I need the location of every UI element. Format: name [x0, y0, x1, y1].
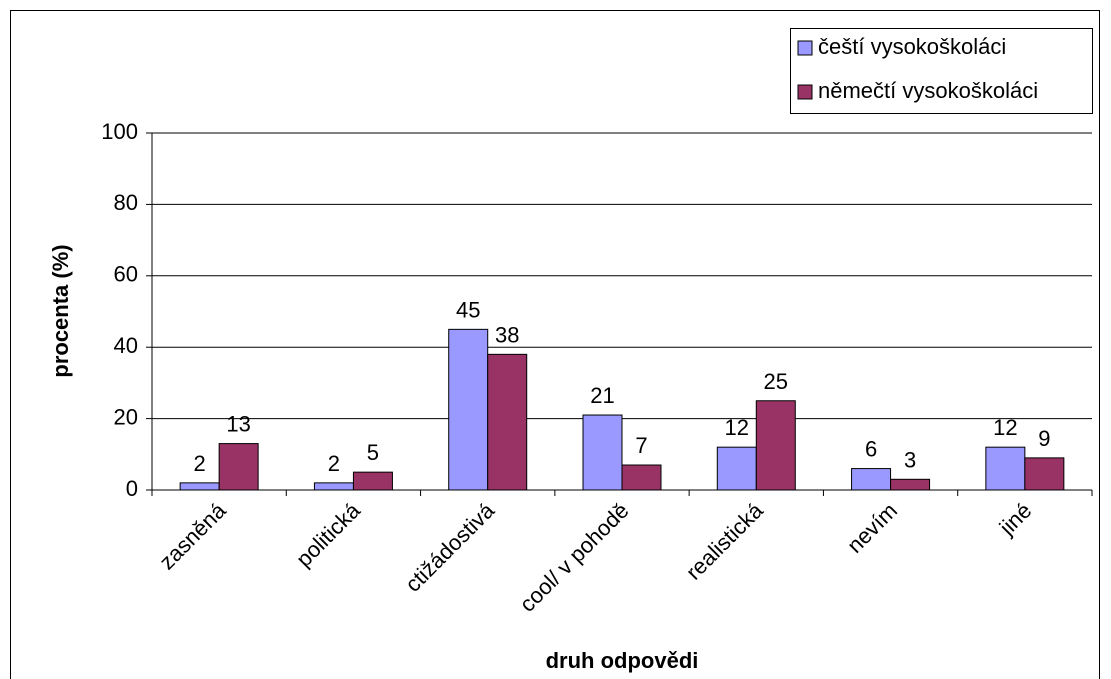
bar — [218, 443, 259, 491]
legend-label: čeští vysokoškoláci — [818, 34, 1006, 59]
bar — [985, 446, 1026, 491]
bar — [487, 353, 528, 491]
bar — [313, 482, 354, 491]
value-label: 13 — [226, 412, 250, 437]
y-tick-label: 0 — [126, 476, 138, 501]
value-label: 2 — [328, 451, 340, 476]
value-label: 12 — [725, 415, 749, 440]
bar — [890, 478, 931, 491]
value-label: 5 — [367, 440, 379, 465]
legend-swatch — [797, 84, 813, 100]
bar — [352, 471, 393, 491]
legend-label: němečtí vysokoškoláci — [818, 78, 1038, 103]
y-tick-label: 100 — [101, 119, 138, 144]
x-axis-title: druh odpovědi — [546, 648, 699, 673]
value-label: 38 — [495, 322, 519, 347]
legend-swatch — [797, 40, 813, 56]
value-label: 12 — [993, 415, 1017, 440]
legend-box — [790, 28, 1093, 114]
bar — [448, 328, 489, 491]
value-label: 21 — [590, 383, 614, 408]
bar — [582, 414, 623, 491]
value-label: 9 — [1038, 426, 1050, 451]
y-tick-label: 80 — [114, 190, 138, 215]
value-label: 6 — [865, 437, 877, 462]
bar — [621, 464, 662, 491]
bar — [755, 400, 796, 491]
bar — [179, 482, 220, 491]
bar — [851, 468, 892, 491]
chart-border — [10, 10, 1100, 679]
bar — [716, 446, 757, 491]
y-tick-label: 20 — [114, 404, 138, 429]
y-tick-label: 40 — [114, 333, 138, 358]
value-label: 2 — [194, 451, 206, 476]
bar — [1024, 457, 1065, 491]
value-label: 45 — [456, 297, 480, 322]
y-tick-label: 60 — [114, 262, 138, 287]
value-label: 25 — [764, 369, 788, 394]
y-axis-title: procenta (%) — [48, 244, 73, 377]
value-label: 3 — [904, 447, 916, 472]
value-label: 7 — [635, 433, 647, 458]
